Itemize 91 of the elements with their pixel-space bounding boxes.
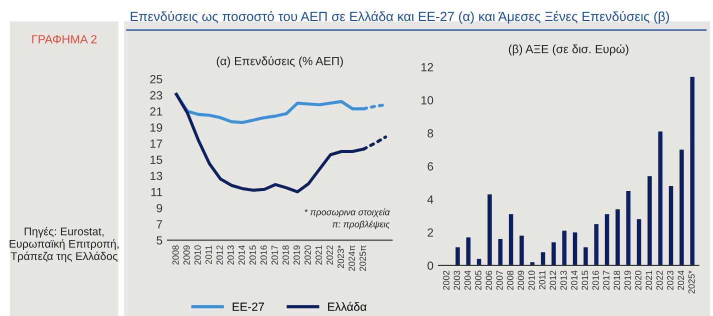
legend-label: Ελλάδα: [328, 302, 367, 311]
annotation: * προσωρινα στοιχεία: [304, 208, 390, 218]
x-tick-label: 2013: [560, 270, 567, 290]
y-tick-label: 5: [156, 236, 162, 245]
x-tick-label: 2015: [249, 245, 256, 265]
x-tick-label: 2008: [507, 270, 514, 290]
bar: [520, 236, 524, 266]
bar: [648, 176, 652, 266]
x-tick-label: 2011: [539, 270, 546, 290]
bar: [668, 186, 674, 266]
x-tick-label: 2009: [518, 270, 524, 290]
x-tick-label: 2014: [571, 270, 578, 290]
x-tick-label: 2024: [678, 270, 684, 290]
x-tick-label: 2010: [194, 245, 201, 265]
y-tick-label: 19: [150, 123, 162, 132]
x-tick-label: 2021: [646, 270, 652, 290]
y-tick-label: 9: [156, 204, 162, 212]
chart-title: (β) ΑΞΕ (σε δισ. Ευρώ): [508, 44, 628, 56]
y-tick-label: 4: [427, 195, 434, 204]
y-tick-label: 25: [150, 75, 162, 84]
y-tick-label: 0: [428, 261, 434, 270]
x-tick-label: 2012: [550, 270, 556, 290]
x-tick-label: 2005: [475, 270, 482, 290]
x-tick-label: 2015: [582, 270, 588, 290]
x-tick-label: 2022: [326, 245, 333, 265]
bar: [572, 232, 578, 266]
bar: [658, 131, 662, 266]
bar: [466, 237, 470, 266]
y-tick-label: 13: [150, 172, 162, 180]
bar: [690, 76, 694, 266]
text: Επενδύσεις ως ποσοστό του ΑΕΠ σε Ελλάδα και ΕΕ-27 (α) και Άμεσες Ξένες Επενδύσεις (β): [130, 11, 669, 24]
x-tick-label: 2020: [304, 245, 311, 265]
x-tick-label: 2007: [496, 270, 503, 290]
text: ΓΡΑΦΗΜΑ 2: [32, 35, 97, 44]
x-tick-label: 2013: [227, 245, 234, 265]
chart-title: (α) Επενδύσεις (% ΑΕΠ): [216, 56, 343, 68]
x-tick-label: 2019: [294, 245, 300, 265]
x-tick-label: 2016: [592, 270, 599, 290]
x-tick-label: 2025*: [688, 270, 695, 294]
legend-label: ΕΕ-27: [232, 302, 264, 311]
x-tick-label: 2003: [454, 270, 460, 290]
x-tick-label: 2011: [205, 245, 212, 264]
bar: [540, 252, 546, 266]
x-tick-label: 2014: [238, 245, 245, 265]
y-tick-label: 10: [421, 96, 434, 104]
bar: [604, 214, 610, 266]
bar: [530, 262, 534, 266]
bar: [594, 224, 598, 266]
bar: [488, 194, 492, 266]
x-tick-label: 2010: [528, 270, 535, 290]
bar: [616, 209, 620, 266]
bar: [552, 242, 556, 266]
y-tick-label: 8: [428, 129, 434, 138]
x-tick-label: 2012: [216, 245, 223, 265]
x-tick-label: 2020: [635, 270, 642, 290]
text: Πηγές: Eurostat, Ευρωπαϊκή Επιτροπή, Τράπεζα της Ελλάδος: [10, 226, 119, 262]
y-tick-label: 2: [428, 228, 434, 237]
x-tick-label: 2004: [464, 270, 471, 290]
bar: [562, 230, 566, 266]
x-tick-label: 2017: [271, 245, 278, 265]
x-tick-label: 2023*: [338, 245, 344, 268]
y-tick-label: 12: [421, 63, 434, 72]
x-tick-label: 2023: [667, 270, 674, 290]
x-tick-label: 2017: [603, 270, 610, 290]
x-tick-label: 2019: [624, 270, 631, 290]
x-tick-label: 2002: [443, 270, 450, 290]
y-tick-label: 21: [150, 107, 162, 116]
x-tick-label: 2018: [282, 245, 289, 265]
x-tick-label: 2018: [614, 270, 620, 290]
bar: [584, 247, 588, 266]
y-tick-label: 11: [151, 188, 162, 196]
y-tick-label: 7: [156, 220, 162, 228]
bar: [636, 219, 642, 266]
bar: [498, 238, 502, 266]
y-tick-label: 17: [150, 140, 162, 148]
y-tick-label: 23: [150, 91, 162, 100]
x-tick-label: 2022: [656, 270, 663, 290]
bar: [508, 214, 514, 266]
annotation: π: προβλέψεις: [332, 220, 390, 230]
bar: [626, 191, 630, 266]
bar: [456, 247, 460, 266]
x-tick-label: 2009: [183, 245, 190, 265]
y-tick-label: 15: [150, 156, 162, 164]
x-tick-label: 2021: [316, 245, 322, 265]
bar: [680, 150, 684, 266]
x-tick-label: 2006: [486, 270, 492, 290]
y-tick-label: 6: [428, 162, 434, 171]
x-tick-label: 2024π: [348, 245, 355, 271]
x-tick-label: 2008: [172, 245, 179, 265]
x-tick-label: 2016: [260, 245, 267, 265]
x-tick-label: 2025π: [360, 245, 366, 271]
